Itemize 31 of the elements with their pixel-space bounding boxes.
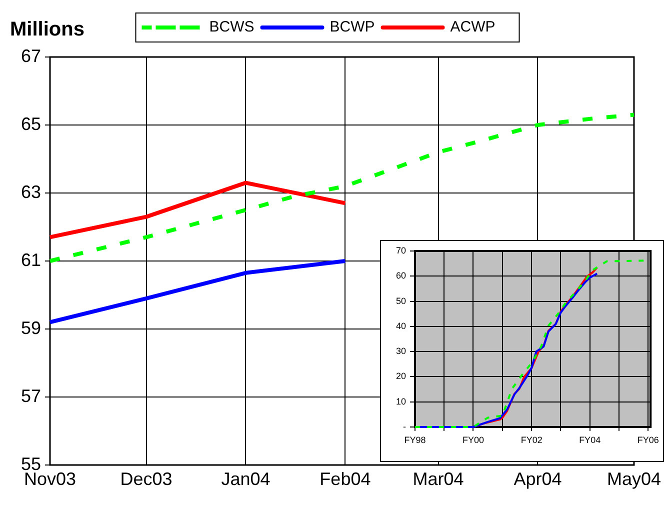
- line-series: [48, 112, 636, 263]
- y-tick-label: 30: [396, 346, 406, 356]
- y-tick-label: 40: [396, 320, 406, 331]
- y-tick-label: 61: [20, 250, 41, 270]
- y-tick-label: 55: [20, 454, 41, 474]
- x-tick-label: FY04: [579, 434, 601, 445]
- x-tick-label: FY02: [520, 434, 542, 445]
- y-tick-label: 20: [396, 371, 406, 382]
- y-tick-label: 63: [20, 182, 41, 202]
- y-tick-label: -: [403, 421, 406, 432]
- x-tick-label: FY98: [404, 434, 426, 445]
- x-tick-label: Dec03: [120, 468, 172, 489]
- x-tick-label: May04: [606, 468, 661, 489]
- x-tick-label: Jan04: [221, 468, 270, 489]
- legend-label: ACWP: [450, 18, 496, 36]
- y-tick-label: 65: [20, 114, 41, 134]
- y-tick-label: 50: [396, 296, 406, 306]
- x-tick-label: FY06: [637, 434, 659, 445]
- y-tick-label: 10: [396, 396, 406, 406]
- y-tick-label: 60: [396, 270, 406, 281]
- y-tick-label: 57: [20, 386, 41, 406]
- y-tick-label: 67: [20, 46, 41, 66]
- x-tick-label: FY00: [462, 434, 484, 445]
- legend-label: BCWP: [330, 18, 375, 36]
- y-axis-title: Millions: [10, 18, 84, 41]
- y-tick-label: 59: [20, 318, 41, 338]
- legend-label: BCWS: [209, 18, 254, 36]
- x-tick-label: Apr04: [514, 468, 562, 489]
- y-tick-label: 70: [396, 245, 406, 256]
- x-tick-label: Mar04: [412, 468, 464, 489]
- x-tick-label: Feb04: [320, 468, 371, 489]
